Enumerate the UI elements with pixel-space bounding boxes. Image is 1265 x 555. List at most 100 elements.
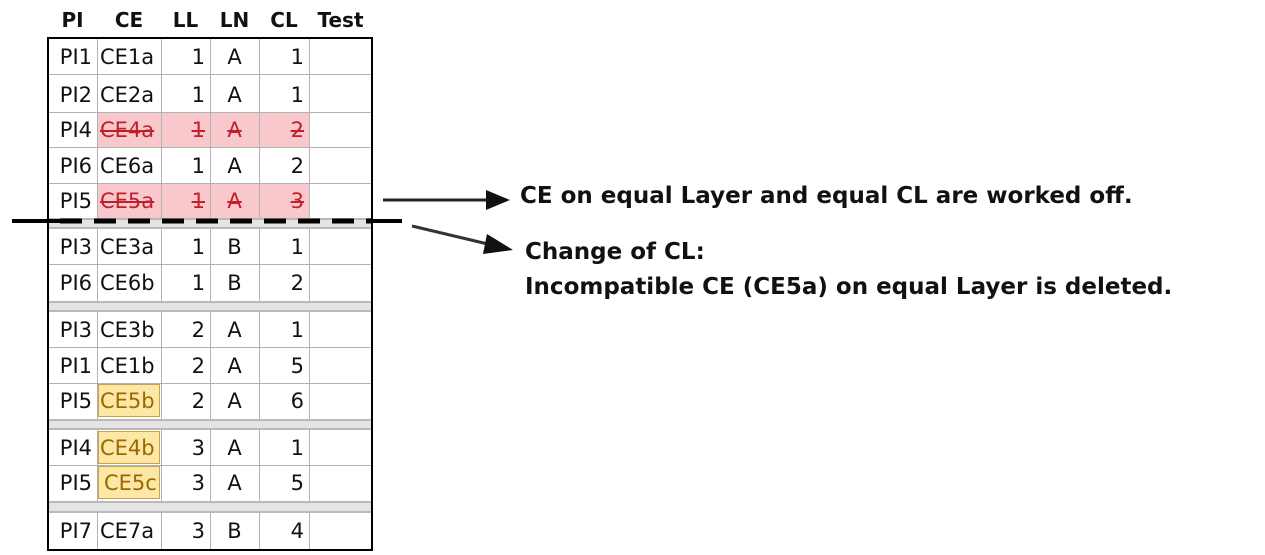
row-divider bbox=[48, 183, 372, 184]
table-cell-ln: A bbox=[227, 44, 242, 69]
column-divider bbox=[309, 38, 310, 550]
table-cell-pi: PI4 bbox=[59, 435, 92, 460]
group-separator-inner bbox=[48, 503, 372, 511]
table-cell-ll: 3 bbox=[191, 470, 205, 495]
row-divider bbox=[48, 465, 372, 466]
table-cell-cl: 6 bbox=[290, 388, 304, 413]
arrow-2-shaft bbox=[411, 224, 493, 247]
table-cell-ce: CE7a bbox=[100, 518, 155, 543]
group-separator bbox=[48, 501, 372, 513]
table-cell-cl: 4 bbox=[290, 518, 304, 543]
table-cell-pi: PI1 bbox=[59, 44, 92, 69]
table-cell-ll: 2 bbox=[191, 317, 205, 342]
table-cell-ce: CE5b bbox=[100, 388, 155, 413]
table-cell-ln: B bbox=[227, 518, 242, 543]
table-cell-pi: PI7 bbox=[59, 518, 92, 543]
column-divider bbox=[97, 38, 98, 550]
table-cell-ce: CE3b bbox=[100, 317, 155, 342]
column-divider bbox=[161, 38, 162, 550]
table-cell-ll: 3 bbox=[191, 518, 205, 543]
highlighted-ce-fill bbox=[98, 431, 160, 464]
arrow-2-head bbox=[483, 234, 513, 254]
table-cell-pi: PI3 bbox=[59, 317, 92, 342]
table-outer-border bbox=[47, 37, 373, 551]
table-cell-ce: CE6a bbox=[100, 153, 155, 178]
table-cell-ce: CE1b bbox=[100, 353, 155, 378]
table-cell-cl: 2 bbox=[290, 117, 304, 142]
group-separator bbox=[48, 301, 372, 312]
arrow-1-head bbox=[486, 190, 510, 210]
table-cell-ll: 1 bbox=[191, 44, 205, 69]
row-divider bbox=[48, 264, 372, 265]
table-cell-pi: PI3 bbox=[59, 234, 92, 259]
table-cell-cl: 1 bbox=[290, 82, 304, 107]
table-cell-ln: A bbox=[227, 388, 242, 413]
highlighted-ce-fill bbox=[98, 384, 160, 417]
table-cell-ln: B bbox=[227, 234, 242, 259]
table-cell-pi: PI5 bbox=[59, 188, 92, 213]
table-cell-ce: CE2a bbox=[100, 82, 155, 107]
table-cell-cl: 2 bbox=[290, 153, 304, 178]
table-cell-pi: PI5 bbox=[59, 470, 92, 495]
table-cell-ll: 1 bbox=[191, 82, 205, 107]
table-cell-ln: A bbox=[227, 82, 242, 107]
table-cell-pi: PI4 bbox=[59, 117, 92, 142]
row-divider bbox=[48, 383, 372, 384]
table-cell-ce: CE1a bbox=[100, 44, 155, 69]
highlighted-ce-fill bbox=[98, 466, 160, 499]
table-cell-pi: PI6 bbox=[59, 153, 92, 178]
table-cell-ln: A bbox=[227, 317, 242, 342]
table-cell-cl: 2 bbox=[290, 270, 304, 295]
table-cell-cl: 1 bbox=[290, 435, 304, 460]
annotation-worked-off: CE on equal Layer and equal CL are worke… bbox=[520, 183, 1133, 209]
group-separator-inner bbox=[48, 303, 372, 310]
table-cell-ln: A bbox=[227, 435, 242, 460]
row-divider bbox=[48, 112, 372, 113]
table-cell-ce: CE4a bbox=[100, 117, 155, 142]
row-divider bbox=[48, 347, 372, 348]
table-cell-ll: 1 bbox=[191, 153, 205, 178]
group-separator bbox=[48, 419, 372, 430]
table-cell-cl: 1 bbox=[290, 44, 304, 69]
table-cell-cl: 3 bbox=[290, 188, 304, 213]
table-cell-ce: CE4b bbox=[100, 435, 155, 460]
column-header-ll: LL bbox=[172, 8, 199, 32]
row-divider bbox=[48, 74, 372, 75]
column-header-ln: LN bbox=[219, 8, 250, 32]
deleted-row-fill bbox=[97, 183, 309, 218]
column-divider bbox=[210, 38, 211, 550]
table-cell-ll: 3 bbox=[191, 435, 205, 460]
table-cell-ll: 1 bbox=[191, 234, 205, 259]
table-cell-ln: A bbox=[227, 117, 242, 142]
column-header-pi: PI bbox=[61, 8, 84, 32]
deleted-row-fill bbox=[97, 112, 309, 147]
table-cell-ll: 1 bbox=[191, 188, 205, 213]
table-cell-cl: 1 bbox=[290, 317, 304, 342]
table-cell-ce: CE3a bbox=[100, 234, 155, 259]
table-cell-ln: B bbox=[227, 270, 242, 295]
table-cell-pi: PI6 bbox=[59, 270, 92, 295]
row-divider bbox=[48, 147, 372, 148]
table-cell-ce: CE5a bbox=[100, 188, 155, 213]
table-cell-ll: 2 bbox=[191, 353, 205, 378]
table-cell-cl: 5 bbox=[290, 470, 304, 495]
table-cell-ll: 1 bbox=[191, 270, 205, 295]
table-cell-cl: 1 bbox=[290, 234, 304, 259]
column-divider bbox=[259, 38, 260, 550]
table-cell-ce: CE5c bbox=[104, 470, 157, 495]
table-cell-cl: 5 bbox=[290, 353, 304, 378]
column-header-ce: CE bbox=[114, 8, 144, 32]
table-cell-pi: PI2 bbox=[59, 82, 92, 107]
table-cell-ln: A bbox=[227, 353, 242, 378]
table-cell-ln: A bbox=[227, 470, 242, 495]
table-cell-ll: 1 bbox=[191, 117, 205, 142]
column-header-cl: CL bbox=[270, 8, 298, 32]
group-separator-inner bbox=[48, 421, 372, 428]
table-cell-pi: PI1 bbox=[59, 353, 92, 378]
table-cell-ce: CE6b bbox=[100, 270, 155, 295]
annotation-deleted-note: Incompatible CE (CE5a) on equal Layer is… bbox=[525, 274, 1173, 300]
column-header-test: Test bbox=[317, 8, 364, 32]
table-cell-ln: A bbox=[227, 153, 242, 178]
